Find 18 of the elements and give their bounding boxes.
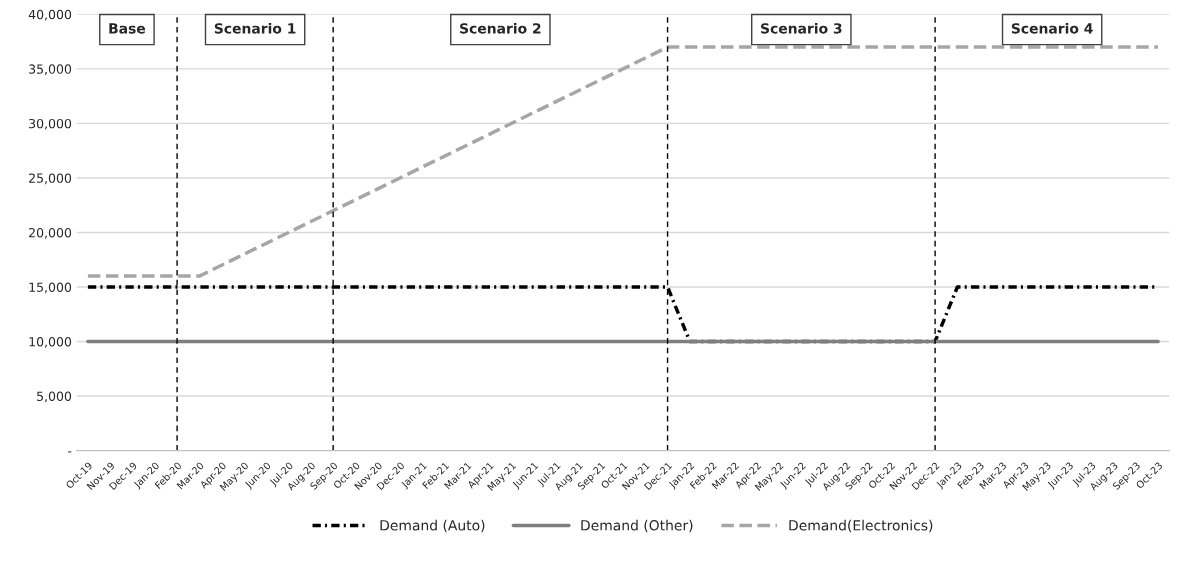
- y-tick-label: 20,000: [29, 227, 72, 239]
- legend-label: Demand (Auto): [380, 519, 485, 533]
- legend-label: Demand (Other): [581, 519, 693, 533]
- annotation: Scenario 3: [761, 22, 842, 34]
- annotation: Scenario 4: [1011, 22, 1093, 34]
- y-tick-label: 10,000: [29, 337, 72, 348]
- annotation: Base: [109, 23, 146, 34]
- annotation: Scenario 1: [214, 22, 296, 34]
- line-series: [86, 45, 1160, 278]
- y-tick-label: 25,000: [29, 173, 72, 185]
- y-tick-label: 40,000: [28, 9, 72, 21]
- annotation: Scenario 2: [460, 22, 541, 34]
- y-tick-label: -: [68, 451, 72, 453]
- y-tick-label: 35,000: [29, 64, 72, 76]
- y-tick-label: 30,000: [29, 118, 72, 130]
- legend-label: Demand(Electronics): [789, 519, 933, 533]
- y-tick-label: 15,000: [29, 282, 72, 294]
- y-tick-label: 5,000: [37, 391, 72, 403]
